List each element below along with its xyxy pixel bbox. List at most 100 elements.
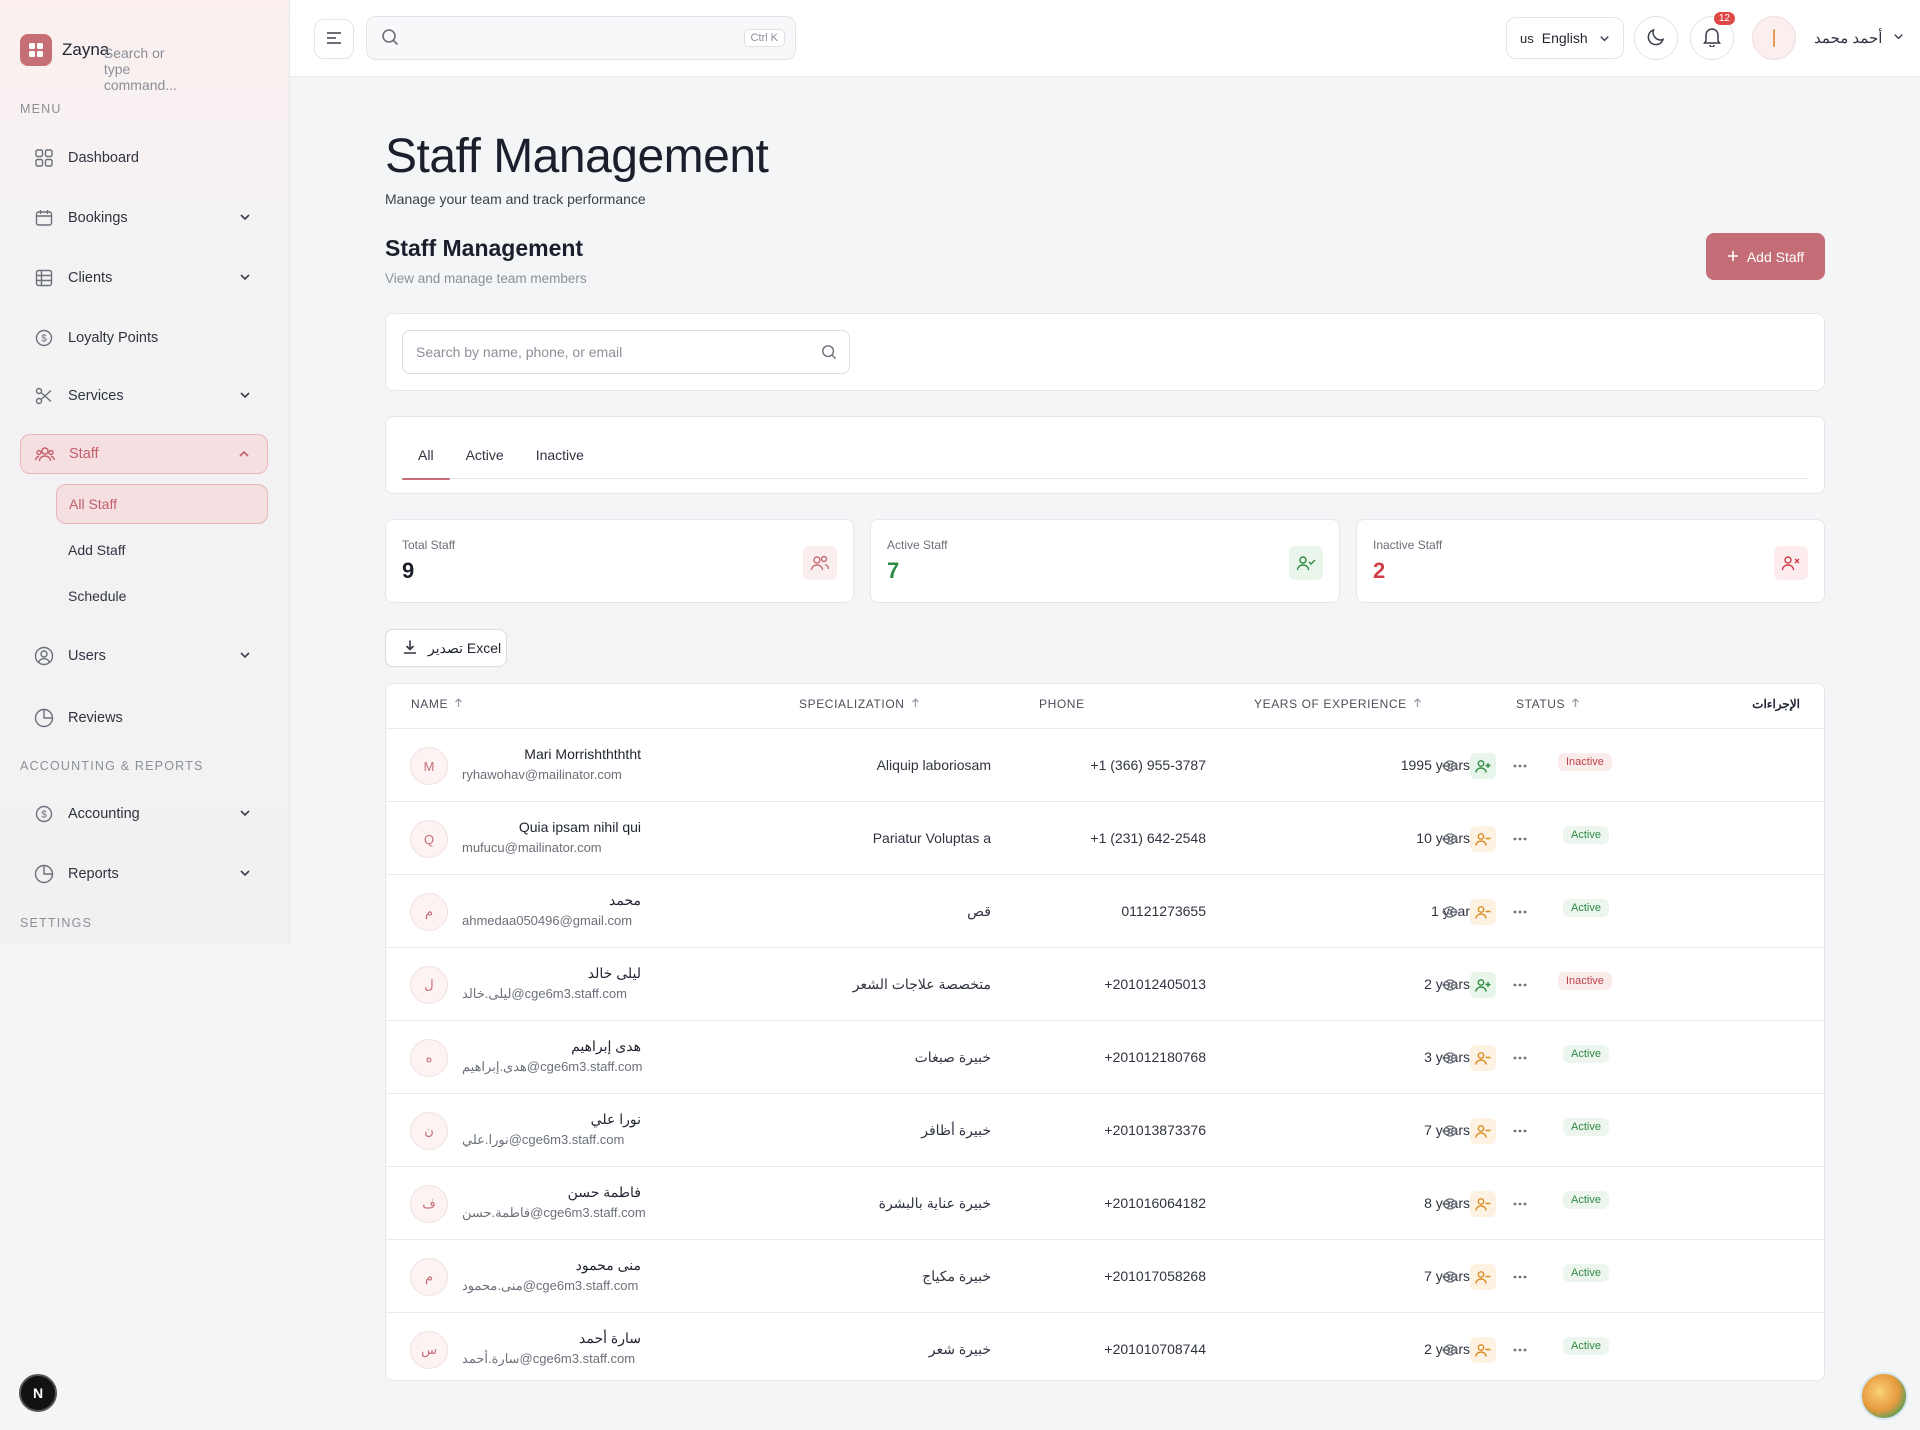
table-row[interactable]: م منى محمود منى.محمود@cge6m3.staff.com خبير… (386, 1239, 1824, 1312)
staff-email: فاطمة.حسن@cge6m3.staff.com (462, 1205, 646, 1220)
view-eye-icon[interactable] (1440, 1048, 1460, 1068)
sidebar-item-label: Bookings (68, 210, 128, 226)
menu-toggle-button[interactable] (314, 19, 354, 59)
column-header-phone: PHONE (1039, 697, 1085, 711)
sidebar-item-label: Staff (69, 446, 99, 462)
tab-active[interactable]: Active (465, 447, 504, 463)
sort-arrow-icon (1413, 697, 1422, 711)
more-options-icon[interactable] (1510, 764, 1530, 768)
sidebar-item-dashboard[interactable]: Dashboard (20, 138, 268, 178)
search-placeholder: Search by name, phone, or email (416, 344, 623, 360)
more-options-icon[interactable] (1510, 1129, 1530, 1133)
add-staff-button[interactable]: Add Staff (1706, 233, 1825, 280)
chevron-down-icon (1598, 32, 1611, 48)
column-header-status[interactable]: STATUS (1516, 697, 1580, 711)
assistant-widget-button[interactable] (1860, 1372, 1908, 1420)
row-actions (1440, 899, 1530, 925)
command-search-input[interactable]: Search or type command... Ctrl K (104, 16, 796, 93)
sidebar-item-label: Users (68, 648, 106, 664)
user-menu[interactable]: أحمد محمد (1752, 16, 1905, 60)
table-row[interactable]: M Mari Morrishthththt ryhawohav@mailinator… (386, 728, 1824, 801)
sidebar-item-loyalty-points[interactable]: $ Loyalty Points (20, 318, 268, 358)
view-eye-icon[interactable] (1440, 1267, 1460, 1287)
staff-experience: 8 years (1424, 1195, 1470, 1211)
sidebar-item-accounting[interactable]: $ Accounting (20, 794, 268, 834)
pie-chart-icon (34, 864, 54, 884)
view-eye-icon[interactable] (1440, 1194, 1460, 1214)
sidebar-subitem-add-staff[interactable]: Add Staff (68, 542, 126, 558)
theme-toggle-button[interactable] (1634, 16, 1678, 60)
view-eye-icon[interactable] (1440, 756, 1460, 776)
tab-all[interactable]: All (402, 431, 450, 480)
sidebar-item-bookings[interactable]: Bookings (20, 198, 268, 238)
staff-email: هدى.إبراهيم@cge6m3.staff.com (462, 1059, 643, 1074)
view-eye-icon[interactable] (1440, 829, 1460, 849)
sidebar-item-users[interactable]: Users (20, 636, 268, 676)
sidebar-item-staff[interactable]: Staff (20, 434, 268, 474)
search-icon (821, 344, 837, 363)
more-options-icon[interactable] (1510, 983, 1530, 987)
deactivate-user-icon[interactable] (1470, 1191, 1496, 1217)
staff-experience: 2 years (1424, 1341, 1470, 1357)
deactivate-user-icon[interactable] (1470, 826, 1496, 852)
sidebar-subitem-schedule[interactable]: Schedule (68, 588, 127, 604)
user-name: أحمد محمد (1814, 30, 1883, 47)
language-selector[interactable]: us English (1506, 17, 1624, 59)
table-row[interactable]: ه هدى إبراهيم هدى.إبراهيم@cge6m3.staff.com… (386, 1020, 1824, 1093)
more-options-icon[interactable] (1510, 837, 1530, 841)
tab-inactive[interactable]: Inactive (535, 447, 584, 463)
deactivate-user-icon[interactable] (1470, 1264, 1496, 1290)
more-options-icon[interactable] (1510, 1202, 1530, 1206)
table-row[interactable]: س سارة أحمد سارة.أحمد@cge6m3.staff.com خبير… (386, 1312, 1824, 1385)
column-header-actions: الإجراءات (1752, 697, 1800, 711)
staff-phone: +201010708744 (1104, 1341, 1206, 1357)
staff-name: نورا علي (590, 1111, 641, 1127)
chevron-down-icon (238, 270, 252, 287)
menu-section-label: MENU (20, 102, 62, 116)
view-eye-icon[interactable] (1440, 975, 1460, 995)
more-options-icon[interactable] (1510, 910, 1530, 914)
more-options-icon[interactable] (1510, 1056, 1530, 1060)
notifications-button[interactable]: 12 (1690, 12, 1735, 60)
export-excel-button[interactable]: تصدير Excel (385, 629, 507, 667)
staff-phone: +201017058268 (1104, 1268, 1206, 1284)
avatar: ه (410, 1039, 448, 1077)
dev-tools-button[interactable]: N (19, 1374, 57, 1412)
view-eye-icon[interactable] (1440, 902, 1460, 922)
table-row[interactable]: Q Quia ipsam nihil qui mufucu@mailinator.c… (386, 801, 1824, 874)
sidebar-item-clients[interactable]: Clients (20, 258, 268, 298)
activate-user-icon[interactable] (1470, 753, 1496, 779)
column-header-specialization[interactable]: SPECIALIZATION (799, 697, 920, 711)
staff-name: محمد (609, 892, 641, 908)
brand[interactable]: Zayna (0, 0, 289, 100)
view-eye-icon[interactable] (1440, 1340, 1460, 1360)
status-badge: Active (1563, 1118, 1609, 1136)
header-label: STATUS (1516, 697, 1566, 711)
staff-name: سارة أحمد (579, 1330, 641, 1346)
more-options-icon[interactable] (1510, 1348, 1530, 1352)
deactivate-user-icon[interactable] (1470, 1045, 1496, 1071)
avatar (1752, 16, 1796, 60)
view-eye-icon[interactable] (1440, 1121, 1460, 1141)
table-row[interactable]: م محمد ahmedaa050496@gmail.com قص 0112127365… (386, 874, 1824, 947)
sidebar-item-services[interactable]: Services (20, 376, 268, 416)
deactivate-user-icon[interactable] (1470, 1118, 1496, 1144)
staff-search-input[interactable]: Search by name, phone, or email (402, 330, 850, 374)
deactivate-user-icon[interactable] (1470, 899, 1496, 925)
deactivate-user-icon[interactable] (1470, 1337, 1496, 1363)
table-row[interactable]: ف فاطمة حسن فاطمة.حسن@cge6m3.staff.com خبير… (386, 1166, 1824, 1239)
activate-user-icon[interactable] (1470, 972, 1496, 998)
staff-name: ليلى خالد (587, 965, 641, 981)
sidebar-item-reviews[interactable]: Reviews (20, 698, 268, 738)
stat-card-total: Total Staff 9 (385, 519, 854, 603)
sidebar-subitem-all-staff[interactable]: All Staff (56, 484, 268, 524)
staff-phone: +201016064182 (1104, 1195, 1206, 1211)
table-row[interactable]: ن نورا علي نورا.علي@cge6m3.staff.com خبيرة … (386, 1093, 1824, 1166)
sidebar-item-reports[interactable]: Reports (20, 854, 268, 894)
row-actions (1440, 972, 1530, 998)
table-row[interactable]: ل ليلى خالد ليلى.خالد@cge6m3.staff.com متخص… (386, 947, 1824, 1020)
sort-arrow-icon (454, 697, 463, 711)
column-header-experience[interactable]: YEARS OF EXPERIENCE (1254, 697, 1422, 711)
more-options-icon[interactable] (1510, 1275, 1530, 1279)
column-header-name[interactable]: NAME (411, 697, 463, 711)
